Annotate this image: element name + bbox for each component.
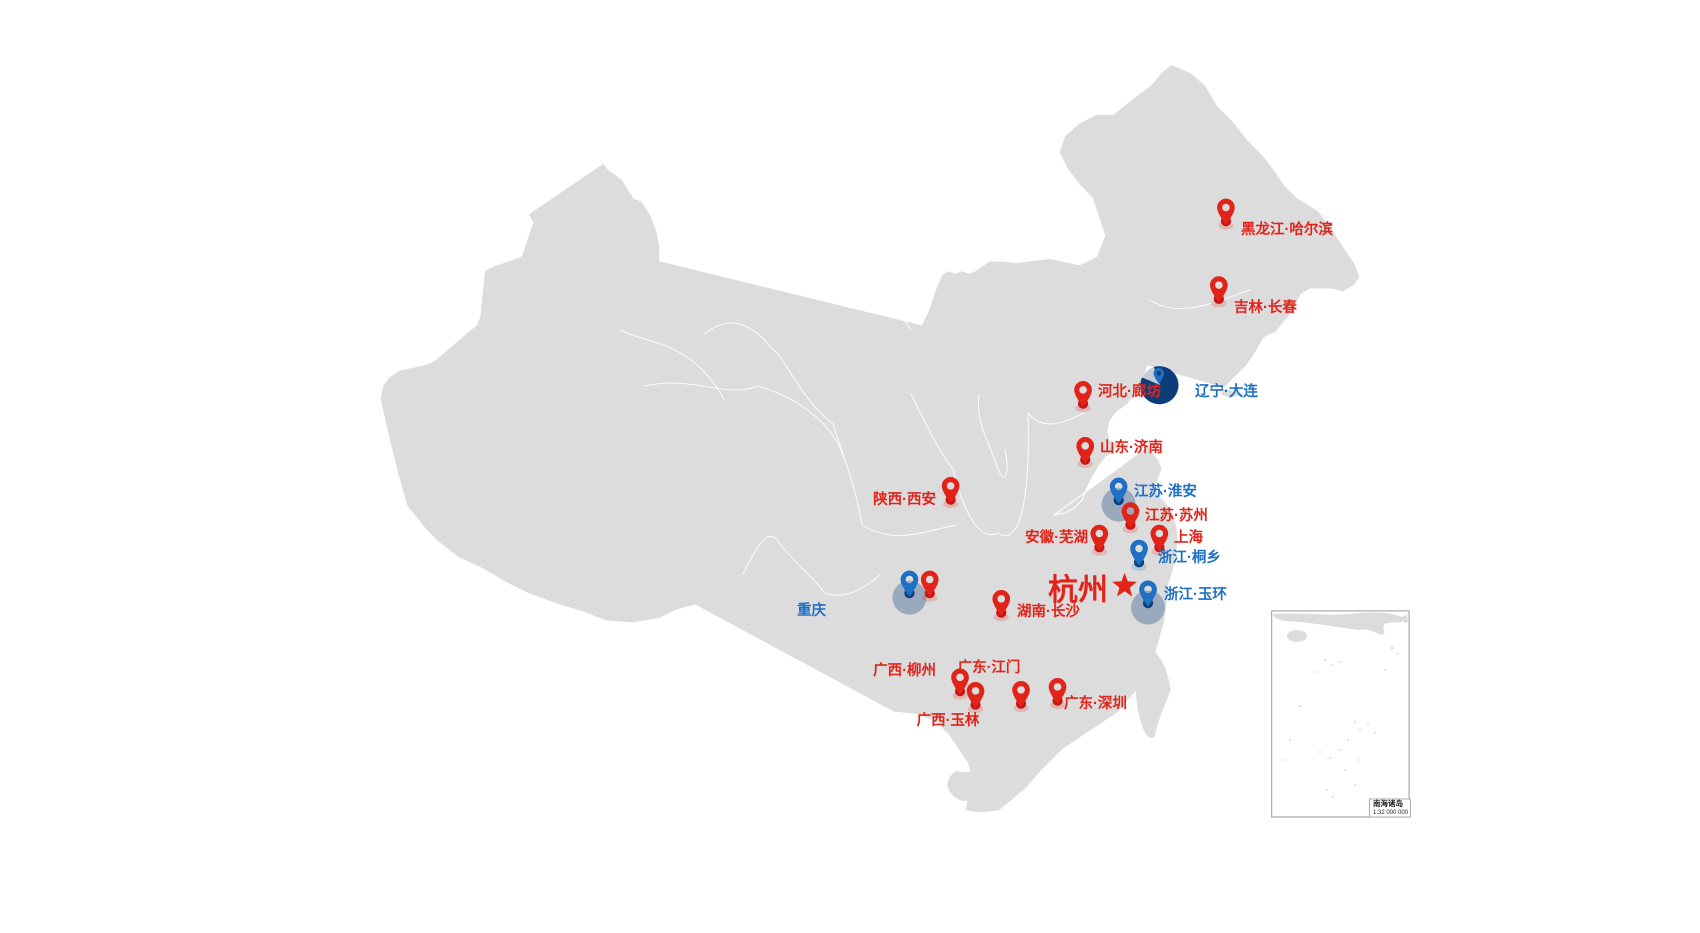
- svg-text:杭州: 杭州: [1048, 573, 1108, 607]
- svg-text:江苏·苏州: 江苏·苏州: [1145, 506, 1208, 524]
- svg-text:广东·深圳: 广东·深圳: [1064, 694, 1127, 712]
- svg-text:吉林·长春: 吉林·长春: [1234, 298, 1297, 316]
- svg-text:重庆: 重庆: [797, 601, 826, 619]
- svg-text:黑龙江·哈尔滨: 黑龙江·哈尔滨: [1241, 220, 1333, 238]
- svg-text:浙江·玉环: 浙江·玉环: [1164, 585, 1227, 603]
- svg-text:广东·江门: 广东·江门: [958, 658, 1021, 676]
- svg-text:浙江·桐乡: 浙江·桐乡: [1158, 548, 1221, 566]
- svg-text:陕西·西安: 陕西·西安: [873, 490, 936, 508]
- svg-text:广西·柳州: 广西·柳州: [873, 661, 936, 679]
- svg-text:安徽·芜湖: 安徽·芜湖: [1025, 528, 1088, 546]
- svg-text:河北·廊坊: 河北·廊坊: [1098, 382, 1161, 400]
- svg-text:广西·玉林: 广西·玉林: [917, 711, 980, 729]
- svg-text:山东·济南: 山东·济南: [1100, 438, 1163, 456]
- svg-text:辽宁·大连: 辽宁·大连: [1195, 382, 1258, 400]
- svg-text:南海诸岛: 南海诸岛: [1373, 798, 1403, 808]
- svg-text:1:32 000 000: 1:32 000 000: [1373, 810, 1409, 816]
- svg-text:江苏·淮安: 江苏·淮安: [1134, 482, 1197, 500]
- svg-text:上海: 上海: [1174, 528, 1203, 546]
